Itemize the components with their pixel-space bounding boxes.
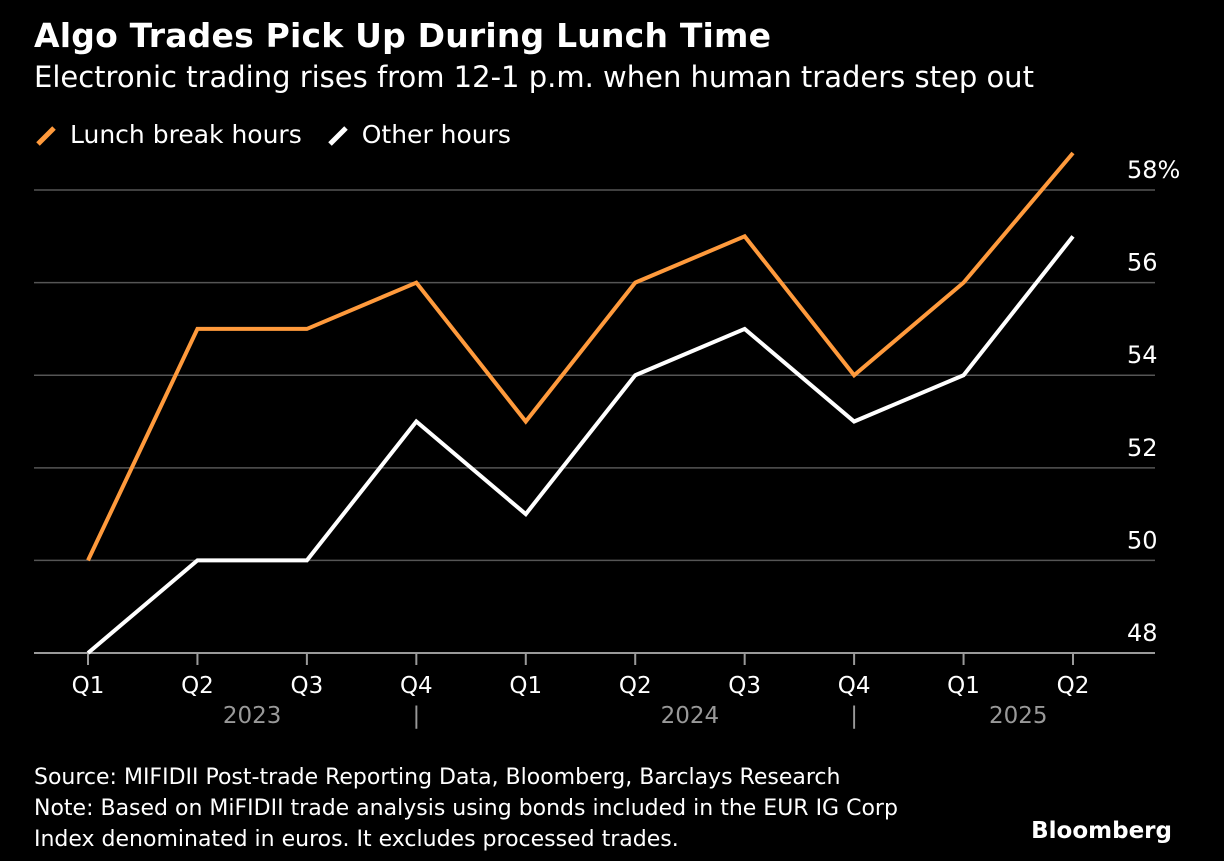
x-tick-label: Q2: [1057, 673, 1090, 699]
x-tick-label: Q3: [291, 673, 324, 699]
year-separator: |: [412, 703, 420, 729]
y-tick-label: 56: [1127, 249, 1158, 277]
chart-title: Algo Trades Pick Up During Lunch Time: [34, 16, 772, 55]
series-line-other-hours: [86, 235, 1075, 655]
y-tick-label: 54: [1127, 341, 1158, 369]
y-tick-label: 48: [1127, 619, 1158, 647]
legend-swatch-other-icon: [327, 125, 348, 146]
y-tick-label: 58%: [1127, 156, 1180, 184]
chart-subtitle: Electronic trading rises from 12-1 p.m. …: [34, 60, 1034, 94]
legend-item-lunch: Lunch break hours: [34, 120, 302, 149]
x-tick-label: Q3: [728, 673, 761, 699]
footnote-line-2: Index denominated in euros. It excludes …: [34, 827, 679, 852]
year-label: 2023: [223, 703, 282, 729]
source-note: Source: MIFIDII Post-trade Reporting Dat…: [34, 765, 841, 790]
legend-item-other: Other hours: [326, 120, 511, 149]
year-separator: |: [850, 703, 858, 729]
y-tick-label: 50: [1127, 526, 1158, 554]
legend-swatch-lunch-icon: [36, 125, 56, 146]
year-label: 2025: [989, 703, 1048, 729]
x-tick-label: Q1: [947, 673, 980, 699]
x-tick-label: Q2: [619, 673, 652, 699]
bloomberg-logo: Bloomberg: [1031, 818, 1172, 844]
x-tick-label: Q1: [72, 673, 105, 699]
footnote-line-1: Note: Based on MiFIDII trade analysis us…: [34, 796, 898, 821]
x-tick-label: Q2: [181, 673, 214, 699]
x-tick-label: Q1: [509, 673, 542, 699]
legend-label-lunch: Lunch break hours: [70, 120, 302, 149]
x-tick-label: Q4: [838, 673, 871, 699]
legend: Lunch break hours Other hours: [34, 120, 535, 149]
y-tick-label: 52: [1127, 434, 1158, 462]
footer: Source: MIFIDII Post-trade Reporting Dat…: [34, 762, 898, 855]
x-tick-label: Q4: [400, 673, 433, 699]
legend-label-other: Other hours: [361, 120, 511, 149]
year-label: 2024: [661, 703, 720, 729]
series-line-lunch-break-hours: [86, 151, 1075, 562]
